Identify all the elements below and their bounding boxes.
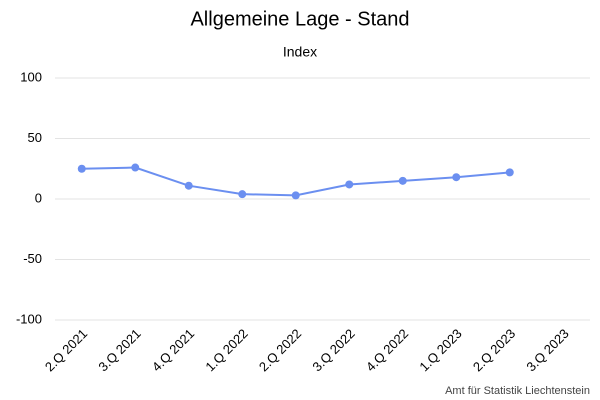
y-tick-label: 0 (35, 190, 42, 205)
y-tick-label: 100 (20, 69, 42, 84)
x-tick-label: 3.Q 2021 (95, 326, 143, 374)
chart-title: Allgemeine Lage - Stand (190, 8, 409, 30)
point (398, 176, 407, 185)
point (291, 191, 300, 200)
x-tick-label: 2.Q 2023 (470, 326, 518, 374)
point (238, 190, 247, 199)
point (505, 168, 514, 177)
point (345, 180, 354, 189)
x-tick-label: 2.Q 2021 (42, 326, 90, 374)
point (184, 181, 193, 190)
x-tick-label: 1.Q 2023 (416, 326, 464, 374)
x-tick-label: 3.Q 2023 (523, 326, 571, 374)
x-tick-label: 3.Q 2022 (309, 326, 357, 374)
y-tick-label: 50 (28, 130, 42, 145)
chart-subtitle: Index (283, 44, 317, 60)
y-tick-label: -100 (16, 311, 42, 326)
x-tick-label: 4.Q 2022 (363, 326, 411, 374)
point (452, 173, 461, 182)
point (77, 164, 86, 173)
x-tick-label: 2.Q 2022 (256, 326, 304, 374)
x-tick-label: 1.Q 2022 (202, 326, 250, 374)
point (131, 163, 140, 172)
x-tick-label: 4.Q 2021 (149, 326, 197, 374)
y-tick-label: -50 (23, 251, 42, 266)
line (81, 166, 510, 197)
credit: Amt für Statistik Liechtenstein (445, 385, 590, 397)
